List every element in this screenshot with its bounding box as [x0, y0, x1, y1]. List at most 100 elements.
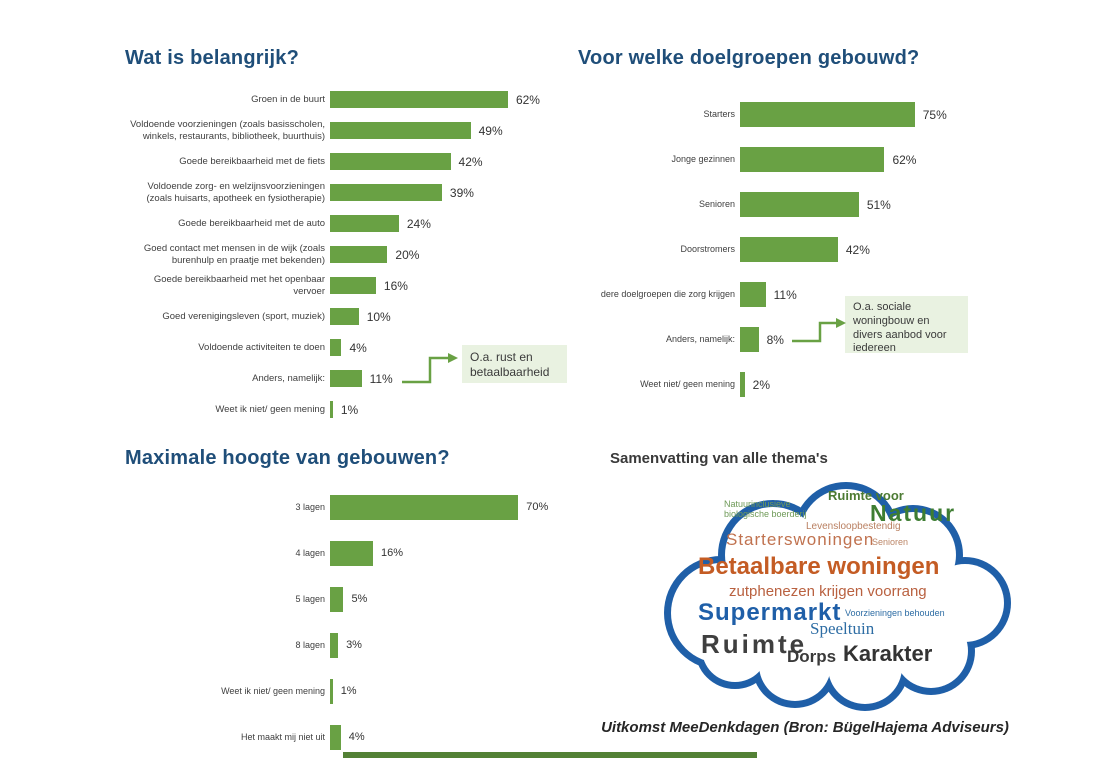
callout-doelgroepen-anders: O.a. sociale woningbouw en divers aanbod… [845, 296, 968, 354]
chart-belangrijk: Groen in de buurt 62% Voldoende voorzienin… [125, 84, 585, 425]
bar-row: dere doelgroepen die zorg krijgen 11% [580, 272, 1040, 317]
value-label: 16% [383, 278, 408, 293]
bar-row: Weet ik niet/ geen mening 1% [125, 394, 585, 425]
bar [330, 540, 374, 566]
cloud-word: Betaalbare woningen [698, 553, 940, 580]
bar-row: Goede bereikbaarheid met het openbaar ve… [125, 270, 585, 301]
source-caption: Uitkomst MeeDenkdagen (Bron: BügelHajema… [601, 719, 1009, 736]
category-label: Starters [703, 109, 735, 120]
callout-belangrijk-anders: O.a. rust en betaalbaarheid [462, 345, 567, 383]
category-label: 8 lagen [295, 639, 325, 650]
bar [330, 494, 519, 520]
value-label: 8% [766, 332, 784, 347]
cloud-word: Voorzieningen behouden [845, 608, 945, 618]
bar-row: Goed contact met mensen in de wijk (zoal… [125, 239, 585, 270]
category-label: Weet ik niet/ geen mening [221, 685, 325, 696]
bar [330, 153, 451, 170]
bar [330, 586, 344, 612]
category-label: Voldoende activiteiten te doen [198, 341, 325, 353]
bar-row: Het maakt mij niet uit 4% [125, 714, 585, 758]
bar [330, 122, 471, 139]
bar [740, 372, 745, 397]
category-label: Het maakt mij niet uit [240, 731, 325, 742]
bar [330, 308, 359, 325]
bar [330, 678, 333, 704]
cloud-word: Senioren [872, 537, 909, 547]
chart-title-doelgroepen: Voor welke doelgroepen gebouwd? [578, 47, 920, 69]
category-label: Jonge gezinnen [671, 154, 735, 165]
cloud-word: Natuur [870, 500, 957, 526]
category-label: 5 lagen [295, 593, 325, 604]
value-label: 51% [866, 197, 891, 212]
category-label: Weet ik niet/ geen mening [215, 403, 325, 415]
bar [330, 339, 342, 356]
value-label: 1% [340, 402, 359, 417]
wordcloud: Natuurinclusieve biologische boerderij Ru… [643, 465, 1018, 715]
bar [330, 184, 442, 201]
value-label: 2% [752, 377, 770, 392]
value-label: 49% [478, 123, 503, 138]
category-label: Senioren [698, 199, 735, 210]
value-label: 4% [348, 731, 365, 743]
bar-row: 5 lagen 5% [125, 576, 585, 622]
cloud-word: Speeltuin [810, 619, 875, 638]
category-label: Anders, namelijk: [252, 372, 325, 384]
bar-row: Jonge gezinnen 62% [580, 137, 1040, 182]
category-label: Voldoende voorzieningen (zoals basisscho… [130, 119, 325, 142]
category-label: Voldoende zorg- en welzijnsvoorzieningen… [146, 181, 326, 204]
value-label: 70% [526, 501, 549, 513]
chart-hoogte: 3 lagen 70% 4 lagen 16% 5 lagen 5% 8 lagen 3% We… [125, 484, 585, 758]
bar [330, 277, 376, 294]
category-label: Goed verenigingsleven (sport, muziek) [162, 310, 325, 322]
category-label: Goede bereikbaarheid met de fiets [179, 155, 325, 167]
bar-row: Starters 75% [580, 92, 1040, 137]
bar [330, 724, 341, 750]
bar [740, 282, 766, 307]
value-label: 3% [346, 639, 362, 651]
bar-row: Anders, namelijk: 8% [580, 317, 1040, 362]
bar-row: Doorstromers 42% [580, 227, 1040, 272]
bar-row: Voldoende activiteiten te doen 4% [125, 332, 585, 363]
value-label: 11% [369, 371, 393, 386]
cloud-word: Ruimte [701, 629, 808, 659]
value-label: 4% [349, 340, 367, 355]
wordcloud-header: Samenvatting van alle thema's [610, 450, 828, 467]
value-label: 39% [449, 185, 474, 200]
value-label: 24% [406, 216, 431, 231]
value-label: 42% [458, 154, 483, 169]
cloud-word: Supermarkt [698, 599, 842, 626]
category-label: Goede bereikbaarheid met het openbaar ve… [153, 274, 325, 297]
chart-title-belangrijk: Wat is belangrijk? [125, 47, 300, 69]
value-label: 62% [515, 92, 540, 107]
cloud-word: Karakter [843, 641, 933, 666]
footer-accent-bar [343, 752, 757, 758]
cloud-word: Natuurinclusieve biologische boerderij [724, 499, 807, 519]
value-label: 42% [845, 242, 870, 257]
bar-row: Goede bereikbaarheid met de fiets 42% [125, 146, 585, 177]
cloud-shape-icon [664, 482, 1011, 711]
category-label: Goed contact met mensen in de wijk (zoal… [143, 243, 325, 266]
bar-row: Voldoende zorg- en welzijnsvoorzieningen… [125, 177, 585, 208]
category-label: 4 lagen [295, 547, 325, 558]
bar-row: Goed verenigingsleven (sport, muziek) 10% [125, 301, 585, 332]
cloud-word: zutphenezen krijgen voorrang [729, 583, 927, 600]
cloud-word: Starterswoningen [726, 530, 875, 549]
bar [740, 102, 915, 127]
value-label: 20% [395, 247, 420, 262]
bar-row: Goede bereikbaarheid met de auto 24% [125, 208, 585, 239]
bar [330, 632, 339, 658]
bar [740, 327, 759, 352]
cloud-word: Ruimte voor [828, 488, 904, 503]
category-label: Weet niet/ geen mening [640, 379, 735, 390]
bar [330, 246, 388, 263]
value-label: 11% [773, 287, 797, 302]
chart-title-hoogte: Maximale hoogte van gebouwen? [125, 447, 450, 469]
bar [740, 192, 859, 217]
bar-row: Groen in de buurt 62% [125, 84, 585, 115]
value-label: 16% [381, 547, 404, 559]
value-label: 5% [351, 593, 368, 605]
chart-doelgroepen: Starters 75% Jonge gezinnen 62% Senioren 51% D… [580, 92, 1040, 407]
category-label: Groen in de buurt [251, 93, 325, 105]
bar-row: Weet ik niet/ geen mening 1% [125, 668, 585, 714]
